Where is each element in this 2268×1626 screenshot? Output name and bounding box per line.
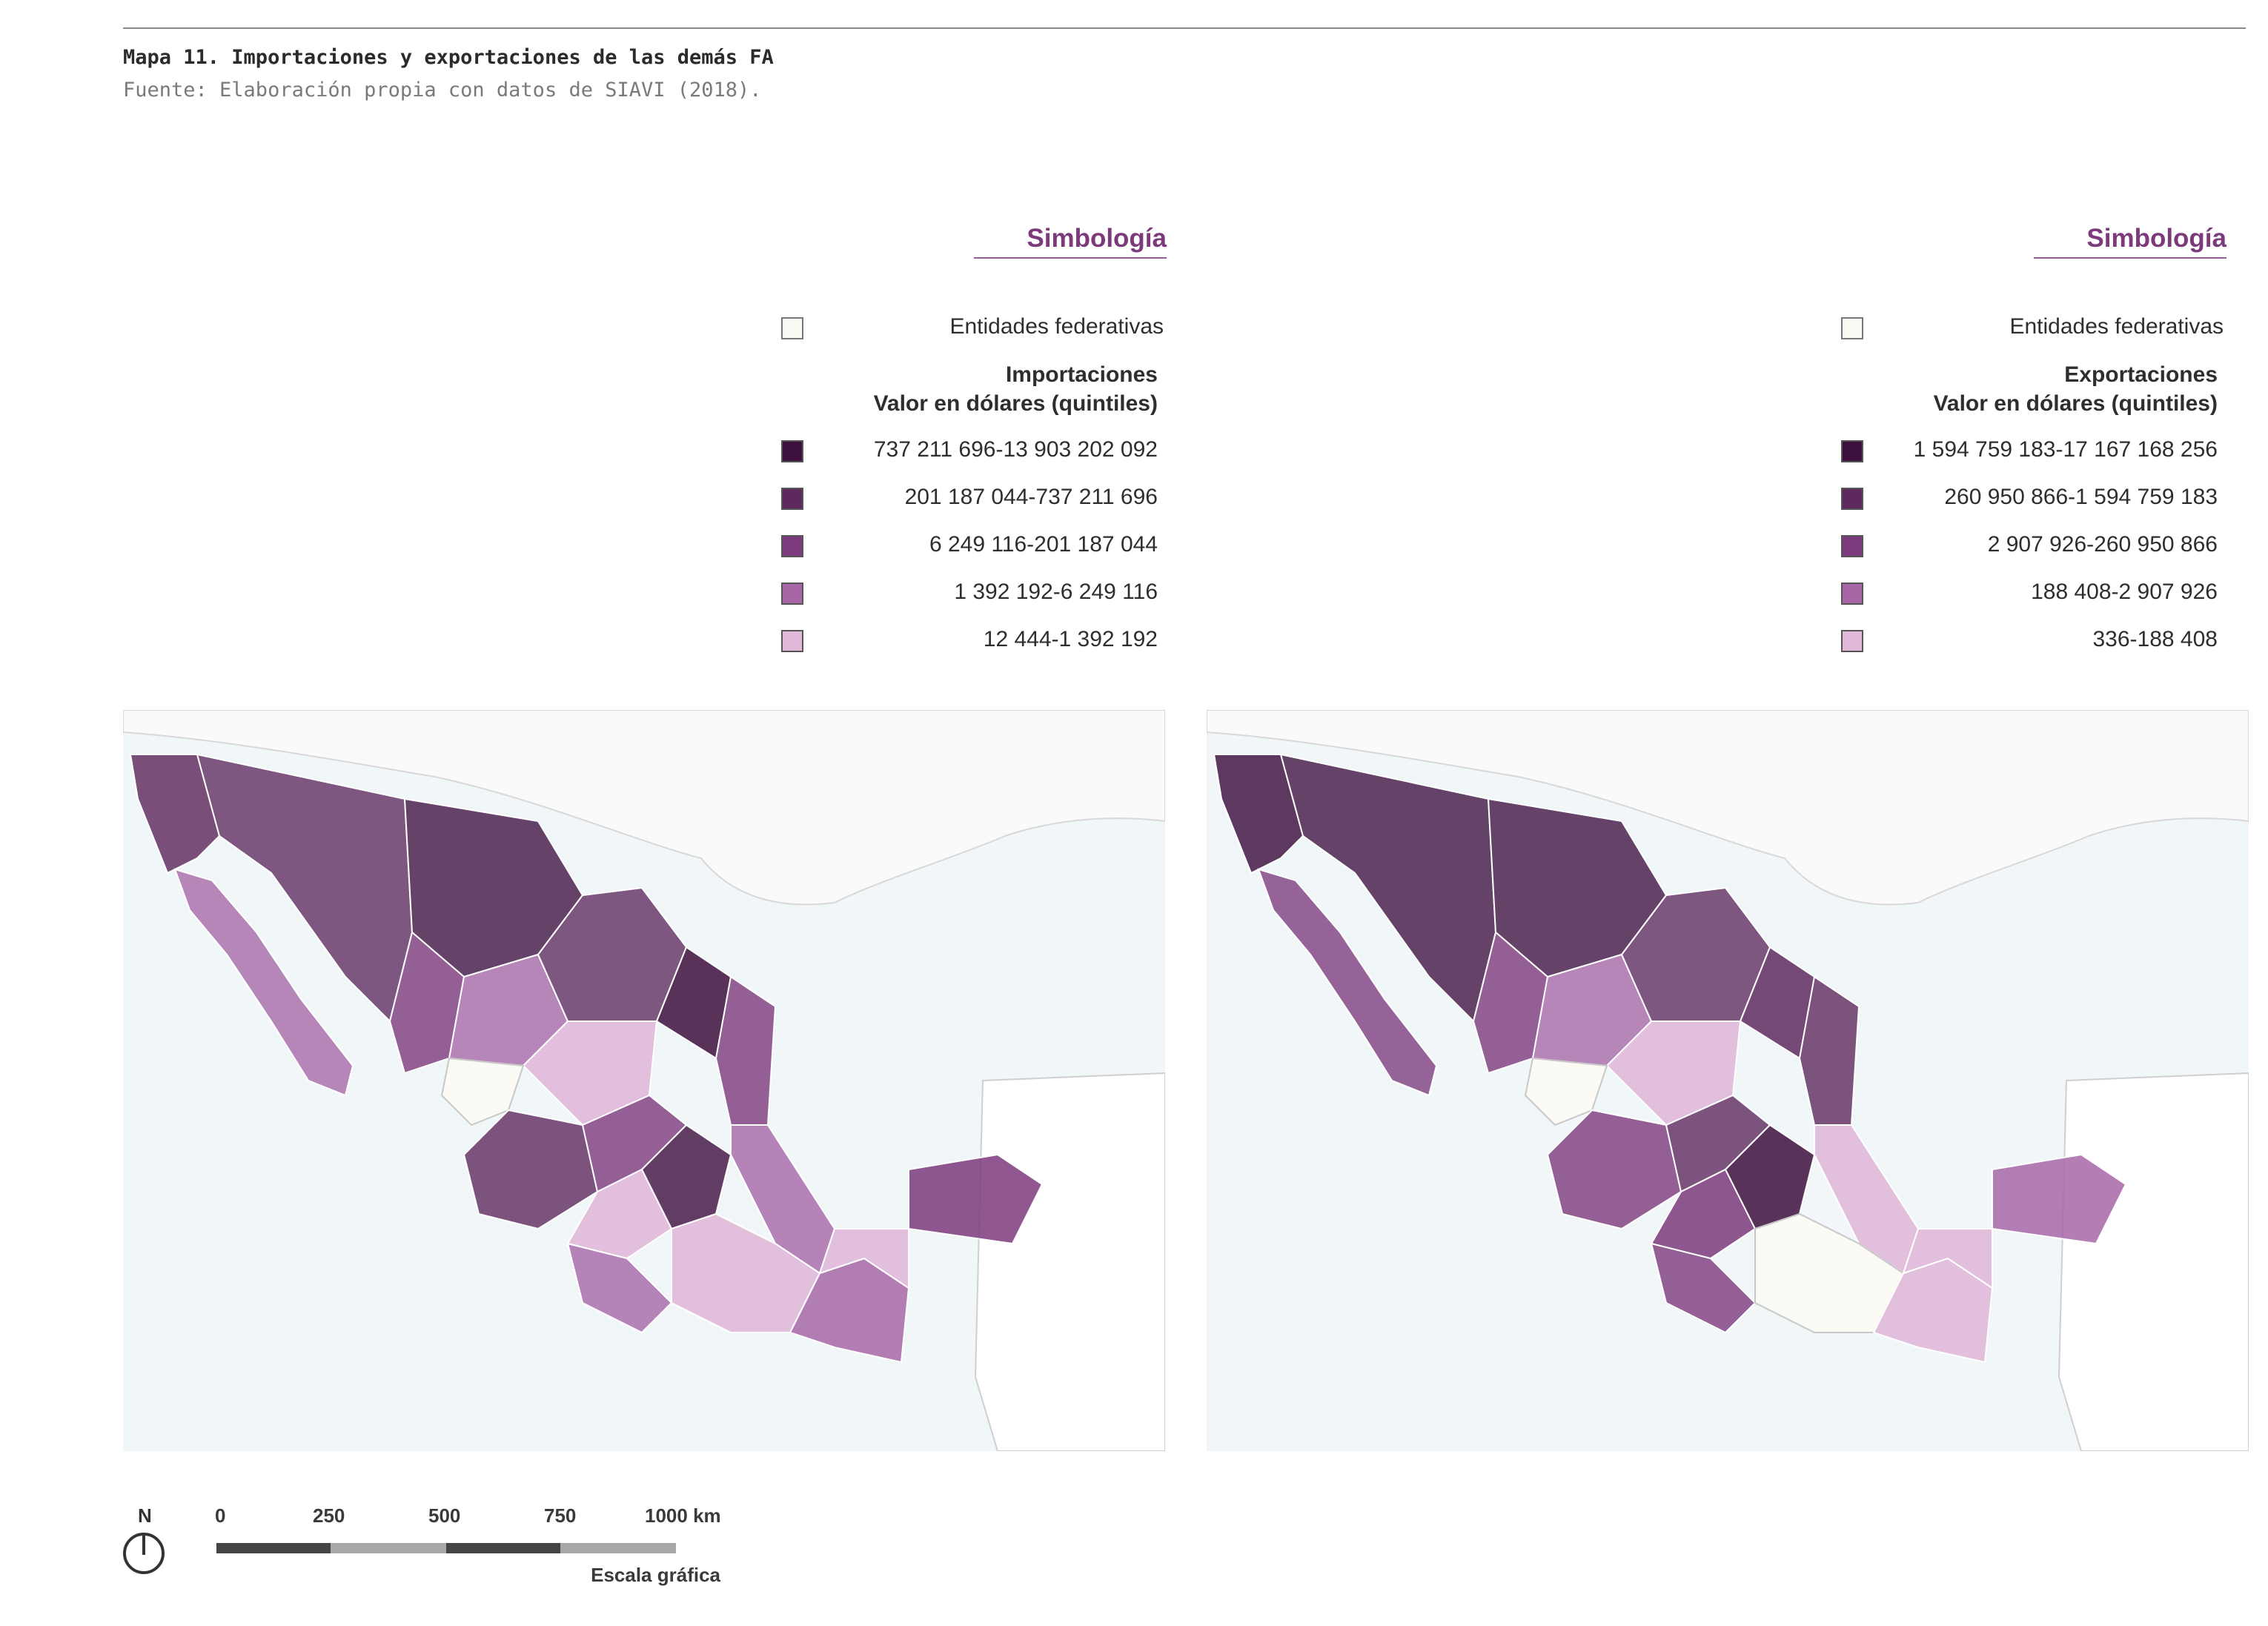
north-label: N bbox=[138, 1504, 152, 1527]
legend-row-class-4: 188 408-2 907 926 bbox=[1841, 580, 2226, 609]
state-guerrero bbox=[1650, 1242, 1757, 1334]
legend-title: Simbología bbox=[1027, 224, 1167, 253]
legend-label-class-1: 737 211 696-13 903 202 092 bbox=[873, 437, 1158, 462]
central-america-landmass bbox=[2058, 1072, 2249, 1451]
legend-label-class-4: 1 392 192-6 249 116 bbox=[954, 580, 1158, 604]
legend-row-class-1: 737 211 696-13 903 202 092 bbox=[781, 437, 1167, 467]
legend-row-federal: Entidades federativas bbox=[1841, 314, 2226, 344]
legend-swatch-class-1 bbox=[781, 440, 803, 462]
state-michoacan bbox=[566, 1168, 673, 1260]
legend-row-class-5: 12 444-1 392 192 bbox=[781, 627, 1167, 657]
united-states-landmass bbox=[1207, 710, 2249, 906]
state-tamaulipas bbox=[714, 975, 777, 1126]
legend-swatch-class-1 bbox=[1841, 440, 1863, 462]
north-arrow-icon bbox=[123, 1533, 165, 1574]
state-nayarit bbox=[1524, 1057, 1608, 1126]
legend-label-class-2: 260 950 866-1 594 759 183 bbox=[1944, 485, 2218, 509]
map-imports-svg bbox=[123, 710, 1165, 1451]
legend-heading: Exportaciones Valor en dólares (quintile… bbox=[1934, 360, 2218, 418]
state-mexico-city-region bbox=[1724, 1124, 1816, 1230]
scale-tick-0: 0 bbox=[215, 1504, 226, 1527]
legend-swatch-class-5 bbox=[1841, 630, 1863, 652]
legend-swatch-class-3 bbox=[781, 535, 803, 557]
map-imports bbox=[123, 710, 1165, 1451]
state-zacatecas bbox=[1605, 1021, 1742, 1126]
legend-row-class-2: 260 950 866-1 594 759 183 bbox=[1841, 485, 2226, 514]
legend-label-federal: Entidades federativas bbox=[2009, 314, 2224, 339]
state-yucatan-peninsula bbox=[908, 1153, 1044, 1245]
state-michoacan bbox=[1650, 1168, 1757, 1260]
legend-row-class-1: 1 594 759 183-17 167 168 256 bbox=[1841, 437, 2226, 467]
legend-heading-line2: Valor en dólares (quintiles) bbox=[1933, 391, 2218, 416]
legend-imports: Simbología Entidades federativas Importa… bbox=[781, 215, 1167, 667]
state-mexico-city-region bbox=[640, 1124, 732, 1230]
legend-label-class-5: 336-188 408 bbox=[2092, 627, 2218, 651]
state-nayarit bbox=[440, 1057, 525, 1126]
state-baja-california-sur bbox=[1257, 868, 1438, 1097]
state-yucatan-peninsula bbox=[1992, 1153, 2127, 1245]
legend-swatch-class-2 bbox=[781, 488, 803, 510]
scale-bar: 0 250 500 750 1000 km Escala gráfica bbox=[215, 1504, 734, 1593]
legend-label-class-3: 6 249 116-201 187 044 bbox=[929, 532, 1158, 557]
legend-row-class-3: 2 907 926-260 950 866 bbox=[1841, 532, 2226, 562]
legend-swatch-class-3 bbox=[1841, 535, 1863, 557]
north-arrow: N bbox=[123, 1504, 168, 1586]
legend-row-class-5: 336-188 408 bbox=[1841, 627, 2226, 657]
state-zacatecas bbox=[522, 1021, 658, 1126]
legend-row-federal: Entidades federativas bbox=[781, 314, 1167, 344]
map-caption-title: Mapa 11. Importaciones y exportaciones d… bbox=[123, 46, 774, 69]
legend-label-class-1: 1 594 759 183-17 167 168 256 bbox=[1913, 437, 2218, 462]
legend-swatch-class-4 bbox=[1841, 583, 1863, 605]
united-states-landmass bbox=[123, 710, 1165, 906]
scale-segment-3 bbox=[446, 1543, 560, 1553]
map-exports-svg bbox=[1207, 710, 2249, 1451]
map-caption-source: Fuente: Elaboración propia con datos de … bbox=[123, 79, 762, 102]
scale-segment-4 bbox=[560, 1543, 676, 1553]
legend-title-rule bbox=[2034, 257, 2226, 259]
state-tabasco bbox=[818, 1228, 909, 1290]
scale-tick-1000: 1000 km bbox=[645, 1504, 721, 1527]
scale-tick-500: 500 bbox=[428, 1504, 461, 1527]
state-baja-california-sur bbox=[173, 868, 354, 1097]
legend-heading-line1: Importaciones bbox=[1005, 362, 1158, 387]
legend-swatch-federal bbox=[781, 317, 803, 339]
scale-segment-1 bbox=[216, 1543, 331, 1553]
central-america-landmass bbox=[974, 1072, 1165, 1451]
legend-label-class-4: 188 408-2 907 926 bbox=[2031, 580, 2218, 604]
legend-swatch-federal bbox=[1841, 317, 1863, 339]
legend-heading-line2: Valor en dólares (quintiles) bbox=[873, 391, 1158, 416]
legend-swatch-class-5 bbox=[781, 630, 803, 652]
legend-heading-line1: Exportaciones bbox=[2064, 362, 2218, 387]
legend-swatch-class-2 bbox=[1841, 488, 1863, 510]
legend-exports: Simbología Entidades federativas Exporta… bbox=[1841, 215, 2226, 667]
legend-row-class-2: 201 187 044-737 211 696 bbox=[781, 485, 1167, 514]
legend-row-class-4: 1 392 192-6 249 116 bbox=[781, 580, 1167, 609]
legend-heading: Importaciones Valor en dólares (quintile… bbox=[874, 360, 1158, 418]
legend-row-class-3: 6 249 116-201 187 044 bbox=[781, 532, 1167, 562]
state-tabasco bbox=[1902, 1228, 1993, 1290]
map-exports bbox=[1207, 710, 2249, 1451]
legend-label-federal: Entidades federativas bbox=[949, 314, 1164, 339]
legend-swatch-class-4 bbox=[781, 583, 803, 605]
legend-title-rule bbox=[974, 257, 1167, 259]
legend-label-class-2: 201 187 044-737 211 696 bbox=[904, 485, 1158, 509]
scale-tick-750: 750 bbox=[544, 1504, 577, 1527]
scale-segment-2 bbox=[331, 1543, 446, 1553]
legend-title: Simbología bbox=[2086, 224, 2226, 253]
state-tamaulipas bbox=[1798, 975, 1860, 1126]
state-guerrero bbox=[566, 1242, 673, 1334]
scale-caption: Escala gráfica bbox=[591, 1564, 720, 1586]
legend-label-class-3: 2 907 926-260 950 866 bbox=[1987, 532, 2218, 557]
scale-tick-250: 250 bbox=[313, 1504, 345, 1527]
legend-label-class-5: 12 444-1 392 192 bbox=[983, 627, 1158, 651]
top-rule bbox=[123, 27, 2246, 29]
